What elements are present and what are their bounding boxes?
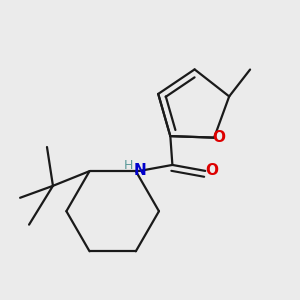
Text: O: O [205,164,218,178]
Text: N: N [133,164,146,178]
Text: H: H [124,159,133,172]
Text: O: O [212,130,225,145]
